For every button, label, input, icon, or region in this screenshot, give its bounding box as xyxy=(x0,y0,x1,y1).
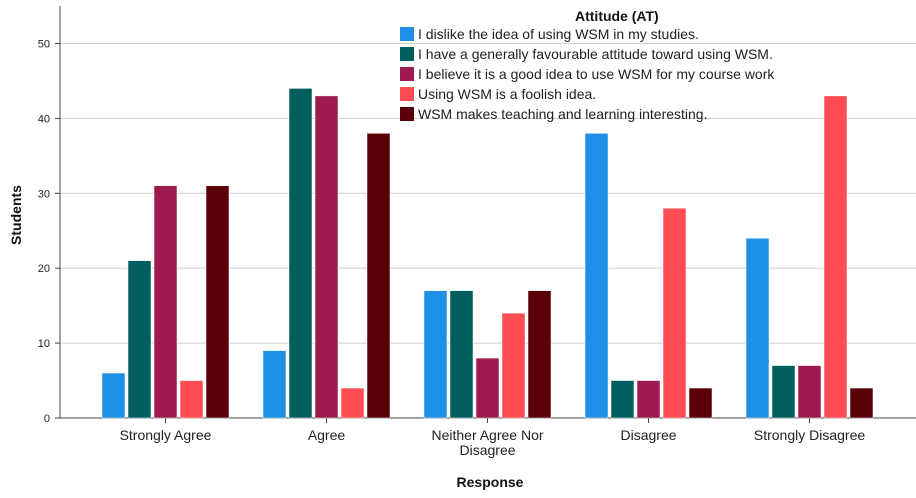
legend-swatch xyxy=(400,27,414,41)
axis-labels: 0 10 20 30 40 50 Strongly Agree Agree Neither Ag… xyxy=(8,38,865,490)
bar xyxy=(101,372,126,419)
bar xyxy=(527,290,552,419)
y-tick-label: 0 xyxy=(44,413,50,425)
bar xyxy=(179,380,204,419)
bar xyxy=(205,185,230,419)
legend-swatch xyxy=(400,107,414,121)
y-tick-label: 20 xyxy=(38,263,50,275)
bar xyxy=(314,95,339,419)
bar xyxy=(771,365,796,419)
bar xyxy=(340,387,365,419)
bar xyxy=(262,350,287,419)
x-axis-title: Response xyxy=(457,474,524,490)
bar xyxy=(849,387,874,419)
legend-swatch xyxy=(400,87,414,101)
bars xyxy=(101,88,874,419)
x-tick-label: Agree xyxy=(308,427,346,443)
bar xyxy=(501,312,526,419)
bar xyxy=(610,380,635,419)
bar xyxy=(662,208,687,419)
x-tick-label: Neither Agree Nor Disagree xyxy=(431,427,543,458)
bar xyxy=(797,365,822,419)
bar xyxy=(449,290,474,419)
y-tick-label: 50 xyxy=(38,38,50,50)
y-tick-label: 40 xyxy=(38,113,50,125)
bar xyxy=(127,260,152,419)
bar xyxy=(584,133,609,419)
bar xyxy=(688,387,713,419)
x-tick-label: Strongly Agree xyxy=(120,427,212,443)
bar xyxy=(153,185,178,419)
legend-entry: I have a generally favourable attitude t… xyxy=(418,46,773,62)
y-axis-title: Students xyxy=(8,185,24,245)
bar xyxy=(288,88,313,419)
bar xyxy=(475,357,500,419)
gridlines xyxy=(60,42,916,344)
bar xyxy=(423,290,448,419)
x-tick-label: Disagree xyxy=(620,427,676,443)
x-tick-label: Strongly Disagree xyxy=(754,427,865,443)
bar xyxy=(745,237,770,419)
legend-entry: I dislike the idea of using WSM in my st… xyxy=(418,26,699,42)
legend: Attitude (AT) I dislike the idea of using… xyxy=(400,8,775,122)
y-tick-label: 30 xyxy=(38,188,50,200)
legend-entry: WSM makes teaching and learning interest… xyxy=(418,106,707,122)
legend-swatch xyxy=(400,67,414,81)
y-tick-label: 10 xyxy=(38,338,50,350)
legend-entry: Using WSM is a foolish idea. xyxy=(418,86,596,102)
bar xyxy=(366,133,391,419)
legend-entry: I believe it is a good idea to use WSM f… xyxy=(418,66,775,82)
bar xyxy=(636,380,661,419)
bar xyxy=(823,95,848,419)
legend-swatch xyxy=(400,47,414,61)
legend-title: Attitude (AT) xyxy=(575,8,659,24)
